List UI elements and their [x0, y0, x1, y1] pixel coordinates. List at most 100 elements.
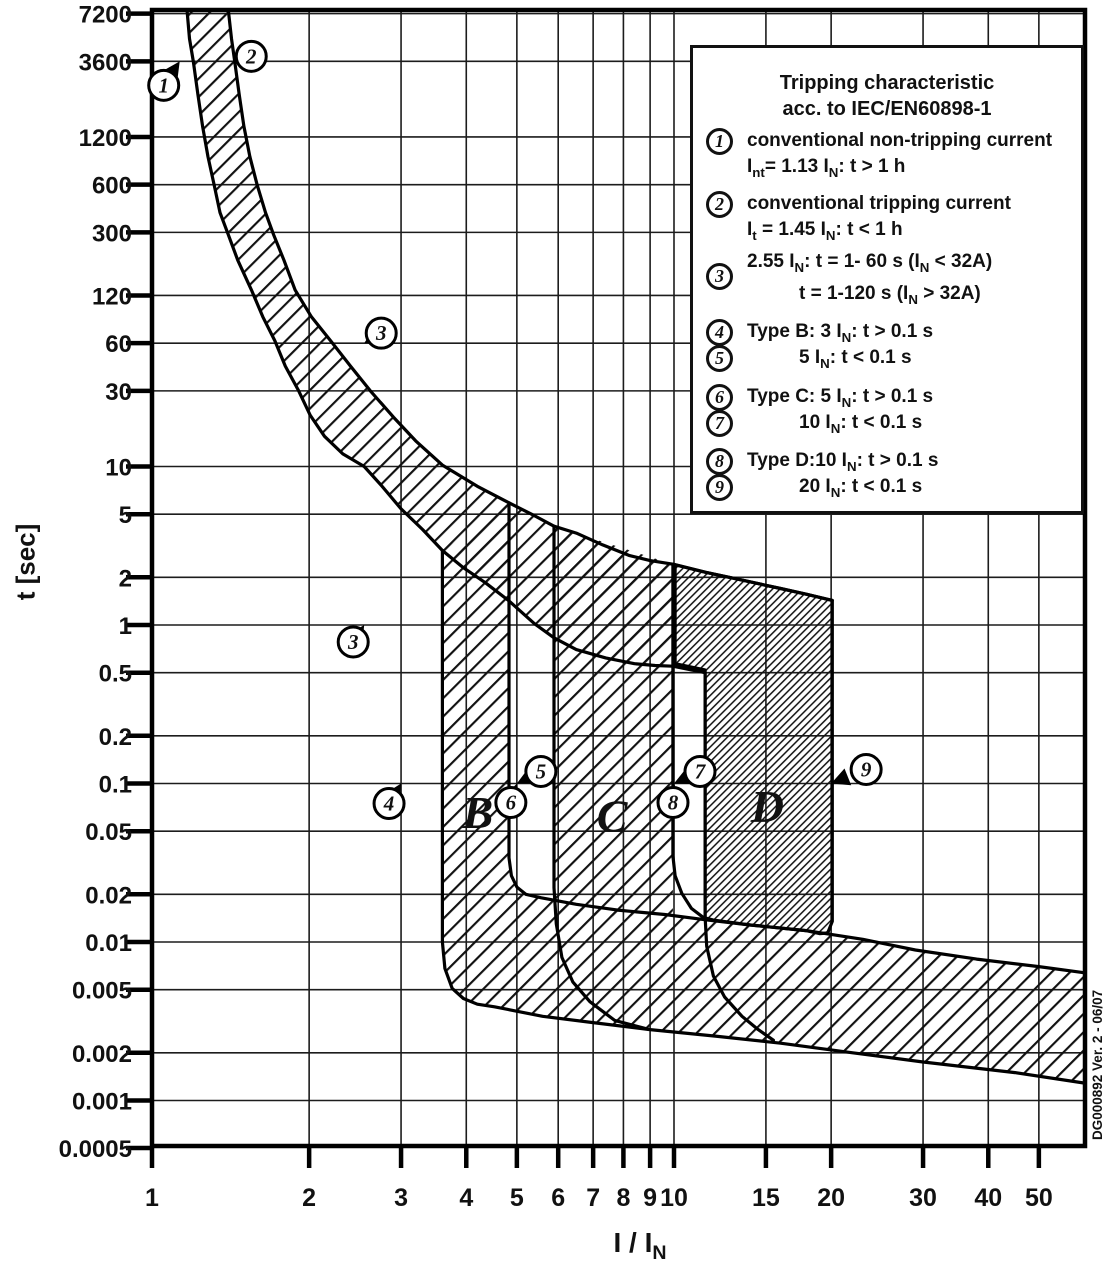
legend-item-text: 2.55 IN: t = 1- 60 s (IN < 32A) t = 1-120…	[747, 251, 993, 307]
marker-4: 4	[372, 783, 406, 820]
legend-item-text: 5 IN: t < 0.1 s	[799, 347, 912, 371]
marker-pointer-wedge	[831, 768, 852, 786]
marker-circle	[372, 787, 406, 820]
legend-item-7: 7 10 IN: t < 0.1 s	[706, 410, 922, 442]
zone-letter-D: D	[750, 781, 784, 832]
x-tick-label: 1	[145, 1184, 159, 1212]
legend-item-text: conventional non-tripping current Int= 1.…	[747, 130, 1053, 180]
marker-circle	[849, 753, 883, 786]
y-tick-label: 0.002	[72, 1041, 132, 1068]
legend-item-text: Type D:10 IN: t > 0.1 s	[747, 450, 939, 474]
marker-8: 8	[656, 783, 690, 819]
marker-number: 3	[375, 321, 387, 345]
y-tick-label: 600	[92, 173, 132, 200]
marker-circle	[336, 625, 370, 659]
legend-item-text: Type C: 5 IN: t > 0.1 s	[747, 386, 934, 410]
marker-3: 3	[364, 316, 398, 350]
legend-item-6: 6 Type C: 5 IN: t > 0.1 s	[706, 384, 933, 416]
y-tick-label: 1200	[79, 125, 132, 152]
y-tick-label: 10	[105, 455, 132, 482]
legend-item-4: 4 Type B: 3 IN: t > 0.1 s	[706, 319, 933, 351]
y-tick-label: 1	[119, 613, 132, 640]
legend-item-number: 5	[706, 345, 733, 372]
x-tick-label: 50	[1025, 1184, 1053, 1212]
marker-number: 2	[245, 44, 257, 68]
y-tick-label: 30	[105, 379, 132, 406]
x-tick-label: 30	[909, 1184, 937, 1212]
axes-frame	[126, 7, 1088, 1168]
legend-item-number: 9	[706, 474, 733, 501]
legend-item-number: 4	[706, 319, 733, 346]
type-c-lower-limit	[552, 524, 650, 1031]
y-tick-label: 120	[92, 283, 132, 310]
marker-circle	[147, 68, 181, 102]
y-tick-label: 0.1	[99, 772, 132, 799]
marker-2: 2	[234, 39, 268, 73]
marker-circle	[234, 39, 268, 73]
marker-number: 1	[158, 73, 169, 97]
x-tick-label: 20	[817, 1184, 845, 1212]
y-tick-label: 300	[92, 220, 132, 247]
marker-number: 5	[536, 760, 547, 784]
y-tick-label: 0.5	[99, 661, 132, 688]
boundary-curves	[185, 8, 1086, 1085]
hatched-regions	[187, 9, 1084, 1083]
marker-circle	[494, 786, 528, 819]
legend-item-text: conventional tripping current It = 1.45 I…	[747, 193, 1011, 243]
marker-9: 9	[831, 753, 883, 786]
legend-box: Tripping characteristic acc. to IEC/EN608…	[690, 45, 1084, 514]
y-tick-label: 0.0005	[59, 1136, 132, 1163]
x-tick-label: 40	[974, 1184, 1002, 1212]
y-tick-label: 0.05	[85, 819, 132, 846]
x-axis-title: I / IN	[613, 1227, 667, 1264]
marker-circle	[683, 755, 717, 788]
y-tick-label: 0.005	[72, 978, 132, 1005]
x-tick-label: 9	[643, 1184, 657, 1212]
legend-item-text: Type B: 3 IN: t > 0.1 s	[747, 321, 934, 345]
marker-1: 1	[147, 61, 181, 102]
marker-number: 7	[695, 760, 707, 784]
legend-item-1: 1 conventional non-tripping current Int= 1…	[706, 128, 1052, 186]
type-d-band-region	[673, 563, 834, 936]
y-axis-title: t [sec]	[10, 523, 41, 601]
legend-item-number: 6	[706, 384, 733, 411]
x-tick-label: 4	[459, 1184, 473, 1212]
legend-item-8: 8 Type D:10 IN: t > 0.1 s	[706, 448, 938, 480]
legend-item-number: 3	[706, 263, 733, 290]
marker-circle	[656, 786, 690, 819]
type-d-lower-limit	[703, 671, 775, 1042]
x-tick-label: 6	[551, 1184, 565, 1212]
zone-letters: B C D	[462, 781, 785, 841]
zone-letter-C: C	[597, 790, 629, 841]
lower-tripping-curve	[185, 8, 707, 675]
x-tick-label: 3	[394, 1184, 408, 1212]
upper-tripping-curve	[226, 8, 834, 602]
legend-item-5: 5 5 IN: t < 0.1 s	[706, 345, 912, 377]
marker-3: 3	[336, 625, 370, 659]
marker-number: 3	[347, 630, 359, 654]
marker-circle	[364, 316, 398, 350]
y-tick-label: 2	[119, 565, 132, 592]
legend-item-number: 1	[706, 128, 733, 155]
marker-5: 5	[516, 755, 558, 788]
legend-title: Tripping characteristic acc. to IEC/EN608…	[779, 72, 995, 120]
marker-number: 4	[383, 792, 395, 816]
x-tick-label: 7	[586, 1184, 600, 1212]
x-tick-label: 5	[510, 1184, 524, 1212]
document-code-label: DG000892 Ver. 2 - 06/07	[1090, 990, 1105, 1140]
legend-item-text: 20 IN: t < 0.1 s	[799, 476, 923, 500]
y-tick-label: 0.02	[85, 882, 132, 909]
type-b-lower-limit	[440, 548, 1086, 1085]
x-tick-label: 10	[660, 1184, 688, 1212]
marker-circle	[524, 755, 558, 788]
y-tick-label: 5	[119, 502, 132, 529]
y-tick-label: 0.2	[99, 724, 132, 751]
legend-item-number: 8	[706, 448, 733, 475]
legend-item-number: 7	[706, 410, 733, 437]
marker-7: 7	[674, 755, 717, 788]
y-tick-label: 0.001	[72, 1089, 132, 1116]
marker-number: 6	[506, 791, 517, 815]
type-b-upper-limit	[507, 501, 1086, 975]
y-tick-label: 3600	[79, 49, 132, 76]
